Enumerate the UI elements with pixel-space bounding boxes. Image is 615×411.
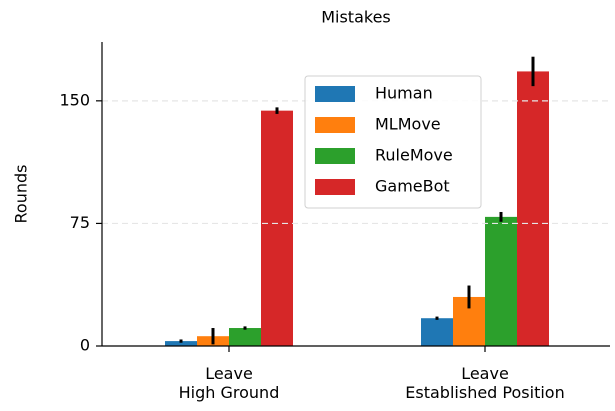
bar xyxy=(485,216,517,346)
legend-label: MLMove xyxy=(375,115,441,134)
chart-title: Mistakes xyxy=(321,8,391,27)
bar xyxy=(261,110,293,346)
legend-swatch xyxy=(315,117,355,133)
y-axis-label: Rounds xyxy=(12,165,31,224)
bar xyxy=(421,318,453,346)
x-tick-label: Leave High Ground xyxy=(178,364,280,402)
y-tick-label: 150 xyxy=(59,90,90,109)
bar xyxy=(165,341,197,346)
legend-label: RuleMove xyxy=(375,146,453,165)
legend-swatch xyxy=(315,86,355,102)
legend-label: Human xyxy=(375,84,433,103)
x-tick-label: Leave Established Position xyxy=(405,364,565,402)
y-tick-label: 0 xyxy=(80,336,90,355)
bar xyxy=(229,328,261,346)
legend-swatch xyxy=(315,148,355,164)
bar xyxy=(517,71,549,346)
legend-label: GameBot xyxy=(375,177,450,196)
legend-swatch xyxy=(315,179,355,195)
y-tick-label: 75 xyxy=(70,213,90,232)
legend-box xyxy=(304,75,482,209)
